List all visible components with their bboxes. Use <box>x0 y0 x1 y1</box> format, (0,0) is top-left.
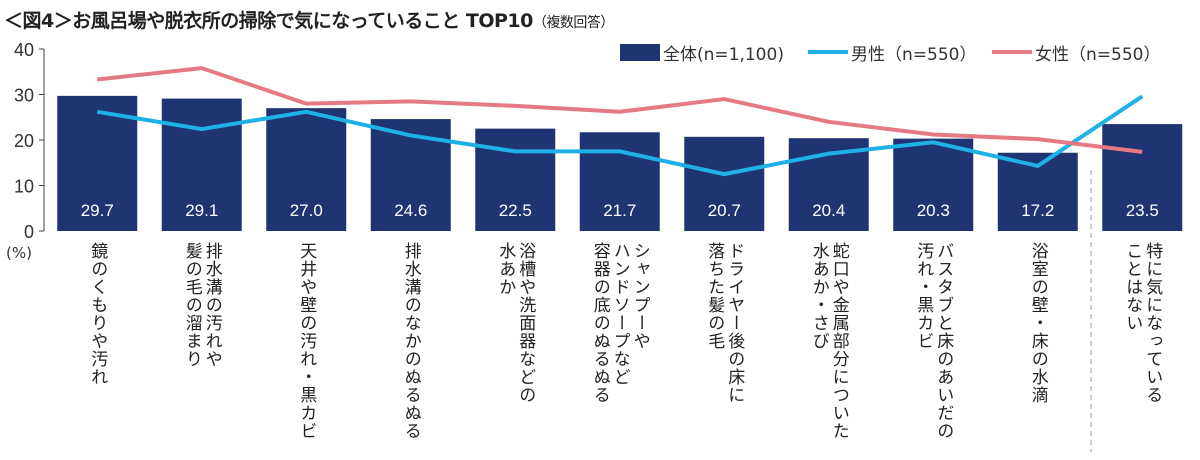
female-line <box>97 66 1143 154</box>
bar-value-label: 20.4 <box>812 201 845 220</box>
bar-value-label: 29.1 <box>185 201 218 220</box>
category-label: 蛇口や金属部分についた 水あか・さび <box>808 242 849 440</box>
subtitle-text: （複数回答） <box>532 15 615 31</box>
male-line <box>96 94 1144 177</box>
y-tick-label: 40 <box>14 40 34 60</box>
bar-value-label: 24.6 <box>394 201 427 220</box>
category-label: 鏡のくもりや汚れ <box>87 242 108 386</box>
legend-swatch-total <box>620 44 660 61</box>
legend-label: 女性（n=550） <box>1035 45 1160 65</box>
category-label: 排水溝のなかのぬるぬる <box>400 242 421 440</box>
y-tick-label: 30 <box>14 86 34 106</box>
category-label: ドライヤー後の床に 落ちた髪の毛 <box>704 242 745 404</box>
bar-value-label: 17.2 <box>1021 201 1054 220</box>
bar-value-label: 29.7 <box>81 201 114 220</box>
bar-value-label: 23.5 <box>1126 201 1159 220</box>
legend-label: 男性（n=550） <box>851 45 976 65</box>
bar <box>579 132 660 231</box>
unit-label: (%) <box>6 244 32 262</box>
bar <box>266 108 347 231</box>
category-label: 特に気になっている ことはない <box>1122 242 1163 404</box>
legend-label: 全体(n=1,100) <box>663 45 784 65</box>
y-tick-label: 0 <box>24 222 34 242</box>
bar <box>1102 124 1183 231</box>
category-label: 天井や壁の汚れ・黒カビ <box>296 242 317 440</box>
title-text: ＜図4＞お風呂場や脱衣所の掃除で気になっていること TOP10 <box>4 10 533 32</box>
bar-value-label: 20.3 <box>917 201 950 220</box>
y-tick-label: 10 <box>14 177 34 197</box>
category-label: バスタブと床のあいだの 汚れ・黒カビ <box>913 242 954 440</box>
bar <box>161 98 242 231</box>
category-label: 排水溝の汚れや 髪の毛の溜まり <box>181 242 222 368</box>
category-label: シャンプーや ハンドソープなど 容器の底のぬるぬる <box>589 242 650 404</box>
bar <box>57 95 138 232</box>
bar-value-label: 20.7 <box>708 201 741 220</box>
bar-value-label: 21.7 <box>603 201 636 220</box>
y-tick-label: 20 <box>14 131 34 151</box>
bar <box>893 138 974 231</box>
chart-title: ＜図4＞お風呂場や脱衣所の掃除で気になっていること TOP10（複数回答） <box>4 6 614 33</box>
category-label: 浴室の壁・床の水滴 <box>1027 242 1048 404</box>
bar-value-label: 22.5 <box>499 201 532 220</box>
bar <box>684 136 765 231</box>
category-label: 浴槽や洗面器などの 水あか <box>495 242 536 404</box>
bar-value-label: 27.0 <box>290 201 323 220</box>
